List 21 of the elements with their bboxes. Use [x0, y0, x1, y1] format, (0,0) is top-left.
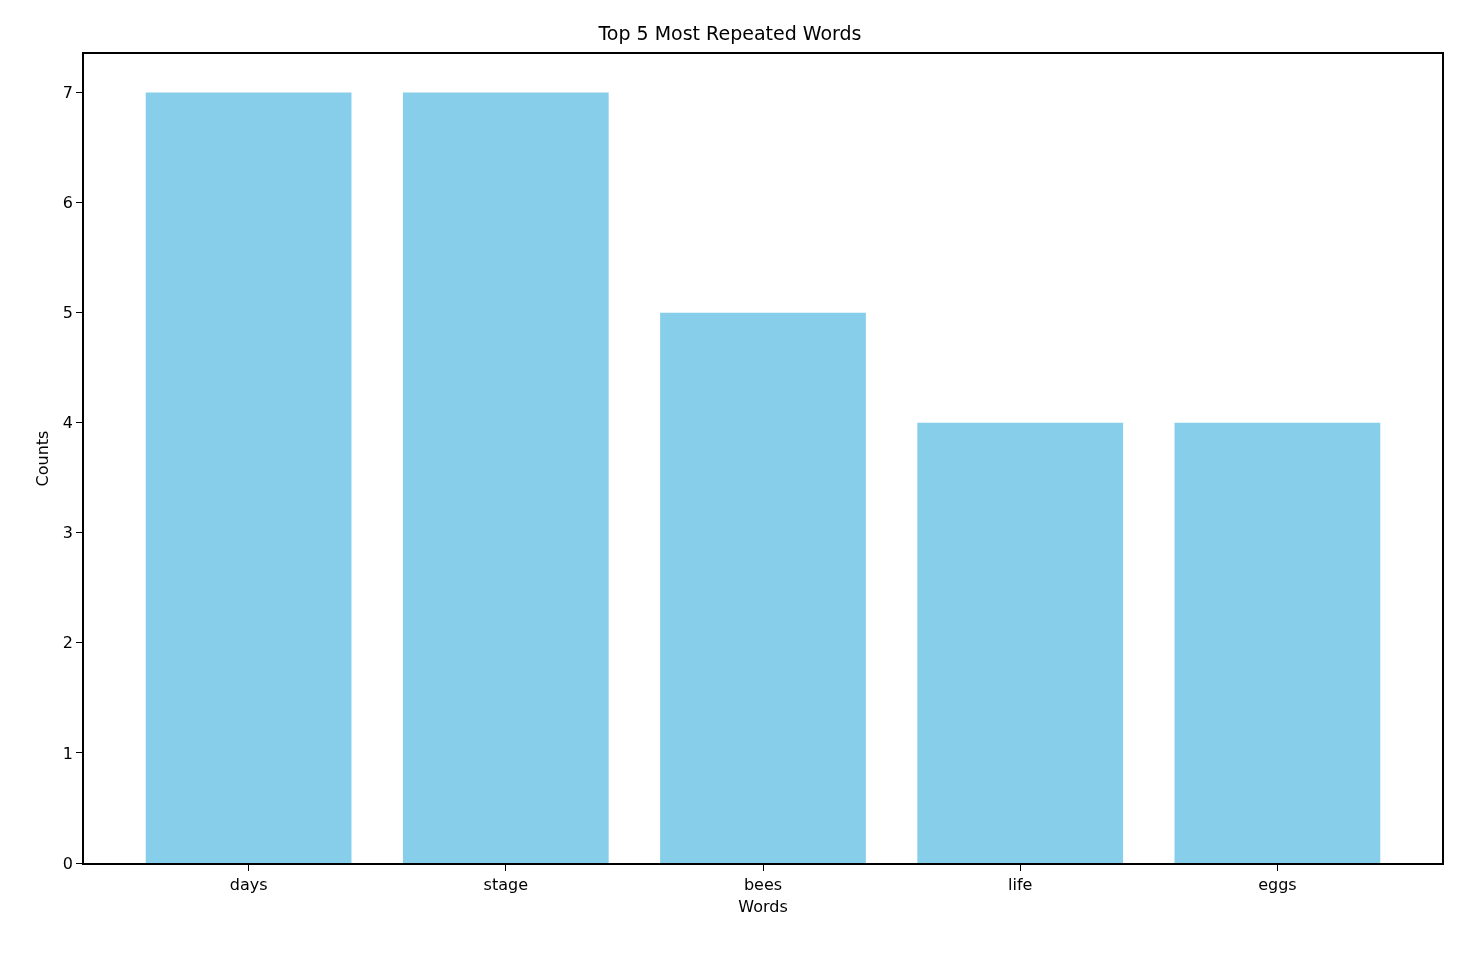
- y-tick-label: 1: [62, 743, 74, 763]
- y-axis-title: Counts: [33, 430, 53, 487]
- y-tick-label: 5: [62, 303, 74, 323]
- x-tick-label: stage: [483, 874, 529, 894]
- x-axis-title: Words: [738, 897, 788, 917]
- y-tick-label: 4: [62, 413, 74, 433]
- chart-title: Top 5 Most Repeated Words: [597, 22, 862, 44]
- y-tick-label: 0: [62, 853, 74, 873]
- x-tick-label: bees: [743, 874, 783, 894]
- bar: [145, 92, 352, 863]
- bar: [660, 312, 866, 863]
- bar: [917, 422, 1124, 863]
- y-tick-label: 7: [62, 83, 74, 103]
- bar: [402, 92, 609, 863]
- x-tick-label: days: [229, 874, 268, 894]
- y-tick-label: 6: [62, 193, 74, 213]
- x-tick-label: eggs: [1258, 874, 1297, 894]
- y-tick-label: 2: [62, 633, 74, 653]
- bar: [1174, 422, 1381, 863]
- x-tick-label: life: [1008, 874, 1033, 894]
- y-tick-label: 3: [62, 523, 74, 543]
